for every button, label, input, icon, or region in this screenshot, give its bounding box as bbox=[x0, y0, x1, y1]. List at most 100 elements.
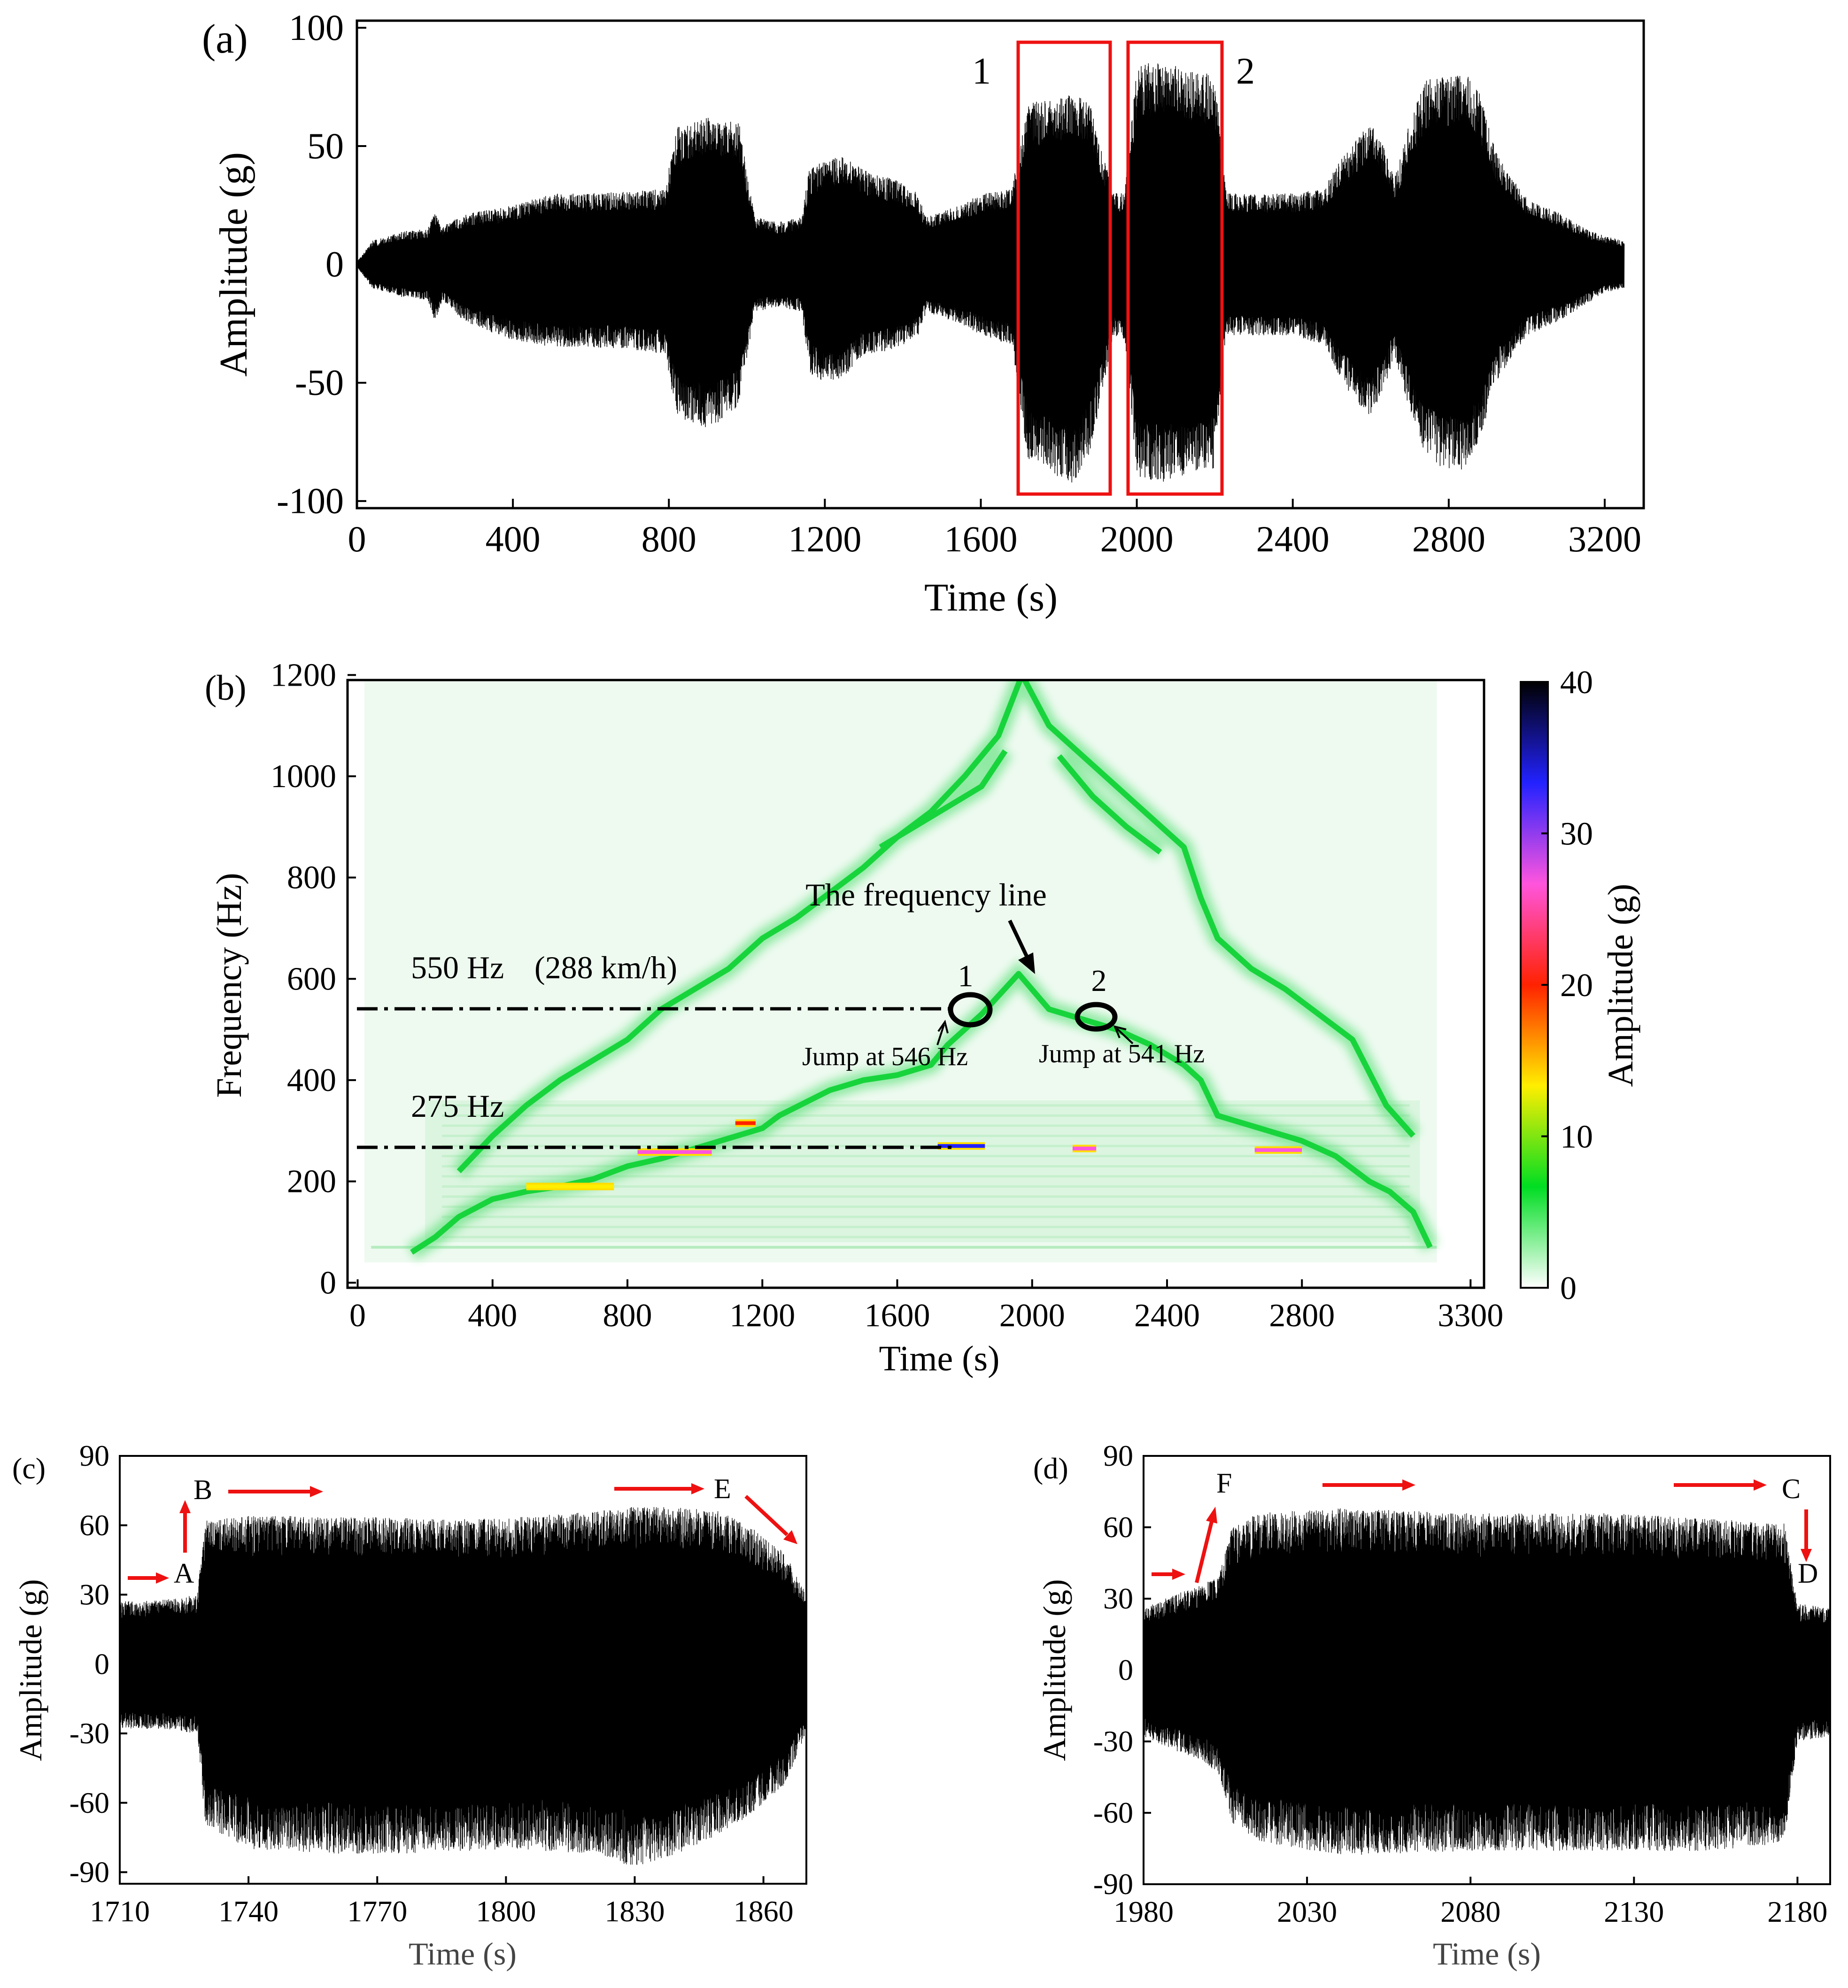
panel-d-y-axis-label: Amplitude (g) bbox=[1036, 1579, 1072, 1761]
panel-c-y-tick-label: 90 bbox=[79, 1439, 109, 1472]
panel-b-label: (b) bbox=[205, 668, 247, 708]
panel-c-x-tick-label: 1740 bbox=[218, 1895, 278, 1928]
panel-b: (b) 0 400 800 1200 1600 2000 2400 2800 3300 0200… bbox=[205, 657, 1640, 1378]
panel-c-y-tick-label: 30 bbox=[79, 1578, 109, 1611]
panel-b-y-tick-label: 400 bbox=[287, 1062, 336, 1098]
panel-c-arrows bbox=[128, 1483, 797, 1584]
panel-b-y-ticks: 0 200 400 600 800 1000 1200 bbox=[271, 657, 356, 1301]
panel-b-x-tick-label: 2400 bbox=[1134, 1298, 1200, 1334]
jump-marker-2-label: 2 bbox=[1091, 964, 1107, 998]
panel-c-frame bbox=[119, 1455, 807, 1885]
panel-d-y-tick-label: 30 bbox=[1103, 1582, 1133, 1615]
arrow-a-to-b-head bbox=[179, 1500, 191, 1513]
spectrogram-ridge-third-right bbox=[1057, 754, 1162, 855]
jump-annotation-1: Jump at 546 Hz bbox=[802, 1042, 968, 1071]
annotation-550hz: 550 Hz bbox=[411, 950, 504, 985]
panel-a-y-tick-label: -100 bbox=[277, 480, 344, 521]
panel-a-y-axis-label: Amplitude (g) bbox=[212, 152, 255, 377]
panel-b-y-tick-label: 1000 bbox=[271, 758, 336, 795]
colorbar-label: Amplitude (g) bbox=[1601, 884, 1640, 1087]
panel-a-x-ticks: 0 400 800 1200 1600 2000 2400 2800 3200 bbox=[348, 499, 1641, 559]
panel-d-y-tick-label: -60 bbox=[1093, 1796, 1133, 1829]
arrow-to-a-head bbox=[156, 1572, 169, 1584]
jump-marker-2 bbox=[1075, 1002, 1118, 1032]
panel-b-y-tick-label: 800 bbox=[287, 860, 336, 896]
panel-b-frame bbox=[346, 679, 1485, 1289]
panel-b-x-ticks: 0 400 800 1200 1600 2000 2400 2800 3300 bbox=[349, 1279, 1503, 1334]
panel-d-x-tick-label: 2030 bbox=[1277, 1895, 1337, 1928]
panel-a-label: (a) bbox=[202, 16, 248, 62]
panel-a-y-tick-label: -50 bbox=[295, 362, 344, 403]
spectrogram-ridge-second bbox=[456, 680, 1415, 1174]
panel-b-x-tick-label: 2000 bbox=[999, 1298, 1065, 1334]
jump-marker-1-label: 1 bbox=[958, 959, 974, 993]
panel-a: (a) 0 400 800 1200 1600 2000 2400 2800 3200 -100… bbox=[202, 7, 1645, 619]
spectrogram-ridge-fundamental bbox=[410, 971, 1433, 1255]
frequency-line-arrowhead bbox=[1018, 952, 1035, 974]
arrow-f-plateau-head bbox=[1402, 1479, 1415, 1491]
annotation-frequency-line: The frequency line bbox=[805, 877, 1047, 913]
jump-arrow-2 bbox=[1116, 1028, 1134, 1044]
marker-d-label: D bbox=[1798, 1558, 1818, 1589]
panel-d-x-axis-label: Time (s) bbox=[1433, 1936, 1541, 1972]
panel-c-label: (c) bbox=[12, 1452, 46, 1485]
panel-c-fill bbox=[120, 1538, 806, 1826]
panel-b-x-tick-label: 1200 bbox=[729, 1298, 795, 1334]
spectrogram-low-band bbox=[425, 1100, 1420, 1242]
colorbar-tick-label: 0 bbox=[1560, 1270, 1577, 1307]
annotation-275hz: 275 Hz bbox=[411, 1088, 504, 1124]
panel-c-x-tick-label: 1800 bbox=[476, 1895, 536, 1928]
highlight-box-2-label: 2 bbox=[1236, 51, 1255, 92]
panel-d-x-tick-label: 2080 bbox=[1440, 1895, 1500, 1928]
annotation-speed: (288 km/h) bbox=[534, 950, 677, 985]
colorbar-ticks: 0 10 20 30 40 bbox=[1541, 665, 1593, 1307]
panel-c-y-tick-label: -90 bbox=[70, 1855, 109, 1888]
panel-c-y-tick-label: -30 bbox=[70, 1717, 109, 1750]
jump-arrowhead-1 bbox=[937, 1020, 949, 1034]
spectrogram-ridge-third bbox=[879, 749, 1008, 850]
panel-c-y-ticks: -90 -60 -30 0 30 60 90 bbox=[70, 1439, 127, 1888]
panel-c-x-tick-label: 1860 bbox=[734, 1895, 794, 1928]
panel-d: (d) 1980 2030 2080 2130 2180 -90 -60 -30 0 30 60 9… bbox=[1033, 1439, 1831, 1972]
marker-c-label: C bbox=[1782, 1473, 1801, 1504]
colorbar-tick-label: 30 bbox=[1560, 816, 1593, 852]
panel-d-fill bbox=[1144, 1541, 1830, 1817]
highlight-box-1 bbox=[1016, 40, 1112, 496]
jump-arrow-1 bbox=[936, 1024, 945, 1045]
panel-b-y-tick-label: 600 bbox=[287, 961, 336, 997]
panel-b-x-tick-label: 400 bbox=[468, 1298, 517, 1334]
arrow-e-drop-head bbox=[783, 1530, 797, 1544]
arrow-to-f-head bbox=[1206, 1507, 1217, 1524]
marker-e-label: E bbox=[714, 1473, 731, 1504]
arrow-to-f bbox=[1195, 1521, 1214, 1583]
panel-a-x-tick-label: 1200 bbox=[788, 518, 861, 559]
highlight-box-2 bbox=[1126, 40, 1224, 496]
panel-a-y-ticks: -100 -50 0 50 100 bbox=[277, 7, 366, 521]
panel-d-x-ticks: 1980 2030 2080 2130 2180 bbox=[1113, 1877, 1827, 1928]
panel-b-y-tick-label: 0 bbox=[320, 1265, 336, 1301]
panel-d-y-tick-label: -30 bbox=[1093, 1725, 1133, 1758]
frequency-line-arrow bbox=[1008, 920, 1029, 959]
marker-a-label: A bbox=[174, 1558, 194, 1589]
panel-a-x-tick-label: 2000 bbox=[1100, 518, 1174, 559]
panel-a-x-tick-label: 800 bbox=[642, 518, 696, 559]
marker-b-label: B bbox=[193, 1474, 212, 1505]
jump-marker-1 bbox=[948, 992, 993, 1028]
panel-d-x-tick-label: 2180 bbox=[1767, 1895, 1827, 1928]
jump-arrowhead-2 bbox=[1113, 1025, 1127, 1038]
panel-d-plot bbox=[1143, 1508, 1831, 1855]
arrow-c-to-d-head bbox=[1801, 1549, 1812, 1562]
panel-d-y-tick-label: 90 bbox=[1103, 1439, 1133, 1472]
panel-a-y-tick-label: 0 bbox=[325, 244, 344, 285]
spectrogram bbox=[364, 680, 1438, 1263]
panel-c-y-tick-label: -60 bbox=[70, 1786, 109, 1819]
highlight-box-1-label: 1 bbox=[972, 51, 991, 92]
jump-annotation-2: Jump at 541 Hz bbox=[1039, 1039, 1205, 1068]
arrow-e-drop bbox=[744, 1495, 789, 1536]
marker-f-label: F bbox=[1216, 1468, 1232, 1499]
panel-b-x-tick-label: 2800 bbox=[1269, 1298, 1335, 1334]
panel-d-x-tick-label: 2130 bbox=[1604, 1895, 1664, 1928]
panel-a-x-tick-label: 0 bbox=[348, 518, 366, 559]
panel-a-x-tick-label: 400 bbox=[486, 518, 541, 559]
